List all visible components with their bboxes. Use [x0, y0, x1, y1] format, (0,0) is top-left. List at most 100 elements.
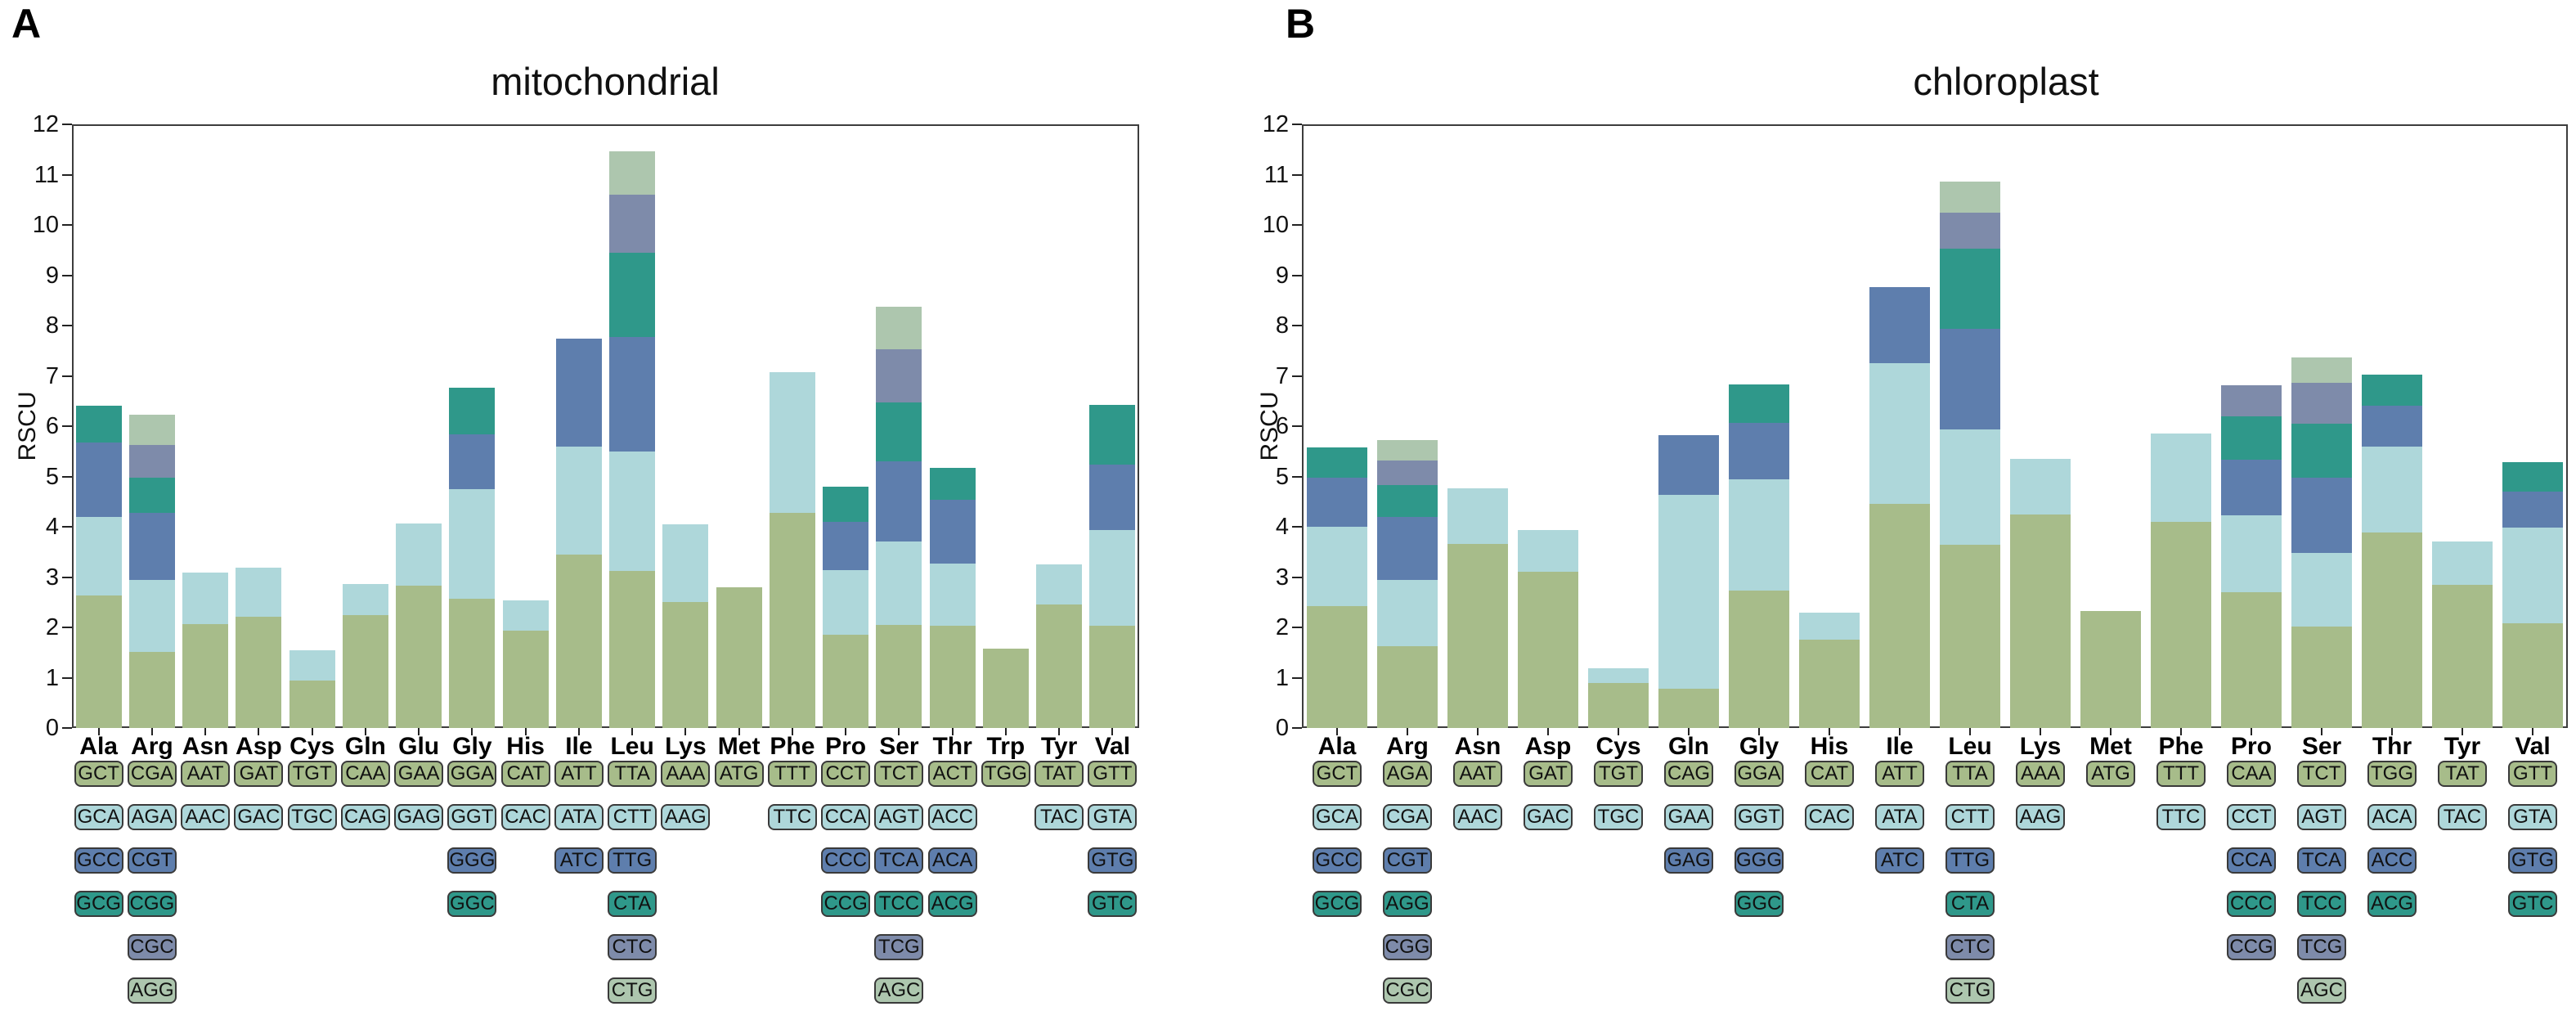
codon-chip-agg: AGG	[1383, 891, 1432, 917]
x-tick-mark	[364, 728, 366, 735]
y-tick-label: 10	[1262, 212, 1289, 238]
y-tick-label: 8	[45, 312, 59, 339]
bar-group-ser	[2291, 124, 2352, 728]
codon-chip-tct: TCT	[874, 761, 924, 787]
codon-chip-aca: ACA	[2367, 804, 2417, 830]
codon-chip-cgg: CGG	[1383, 934, 1432, 960]
x-tick-mark	[418, 728, 420, 735]
codon-chip-aga: AGA	[127, 804, 177, 830]
codon-chip-tac: TAC	[1034, 804, 1084, 830]
bar-segment-ggt	[1729, 479, 1789, 591]
bar-segment-cat	[1799, 639, 1860, 728]
bar-segment-ata	[1869, 363, 1930, 505]
y-tick-label: 5	[45, 463, 59, 490]
bar-segment-gca	[75, 516, 122, 595]
bar-group-ala	[75, 124, 122, 728]
codon-chip-ttt: TTT	[2156, 761, 2206, 787]
y-tick-label: 8	[1275, 312, 1289, 339]
codon-chip-caa: CAA	[2227, 761, 2276, 787]
codon-chip-tca: TCA	[2297, 847, 2346, 874]
bar-segment-atg	[716, 586, 762, 728]
bar-segment-tca	[876, 461, 922, 542]
bar-segment-ccg	[2221, 384, 2282, 416]
codon-chip-agc: AGC	[2297, 977, 2346, 1004]
bar-segment-ggc	[449, 388, 496, 435]
y-tick-mark	[1292, 274, 1302, 276]
codon-chip-aac: AAC	[181, 804, 231, 830]
amino-acid-label-tyr: Tyr	[2444, 733, 2481, 760]
bar-segment-cgt	[1377, 516, 1438, 580]
bar-segment-cac	[1799, 612, 1860, 640]
codon-chip-aat: AAT	[181, 761, 231, 787]
bar-segment-tca	[2291, 477, 2352, 553]
codon-chip-att: ATT	[554, 761, 604, 787]
bar-group-ile	[1869, 124, 1930, 728]
bar-segment-tac	[1036, 564, 1083, 605]
amino-acid-label-gln: Gln	[1668, 733, 1709, 760]
bar-segment-tta	[1940, 545, 2000, 728]
codon-chip-cca: CCA	[2227, 847, 2276, 874]
bar-segment-ggc	[1729, 384, 1789, 423]
codon-chip-tgt: TGT	[1594, 761, 1643, 787]
bar-segment-aga	[128, 579, 175, 652]
codon-chip-ccg: CCG	[2227, 934, 2276, 960]
bar-segment-cca	[823, 569, 869, 635]
codon-chip-tgg: TGG	[981, 761, 1030, 787]
codon-chip-aag: AAG	[661, 804, 711, 830]
bar-segment-aca	[2362, 446, 2422, 533]
amino-acid-label-gly: Gly	[452, 733, 492, 760]
amino-acid-label-gln: Gln	[344, 733, 386, 760]
x-tick-mark	[2321, 728, 2322, 735]
codon-chip-cat: CAT	[1805, 761, 1854, 787]
bar-group-ala	[1307, 124, 1367, 728]
bar-segment-ttc	[769, 371, 815, 513]
y-tick-label: 1	[1275, 664, 1289, 691]
bar-segment-aac	[182, 572, 229, 625]
bar-segment-cag	[342, 583, 388, 615]
codon-chip-tct: TCT	[2297, 761, 2346, 787]
bar-group-lys	[2010, 124, 2071, 728]
panel-a-title: mitochondrial	[491, 60, 720, 103]
bar-segment-caa	[342, 614, 388, 728]
codon-chip-cct: CCT	[821, 761, 871, 787]
bar-group-gln	[1658, 124, 1719, 728]
x-tick-mark	[258, 728, 260, 735]
bar-group-pro	[823, 124, 869, 728]
codon-chip-gag: GAG	[1664, 847, 1713, 874]
codon-chip-gcc: GCC	[1313, 847, 1362, 874]
bar-segment-cag	[1658, 689, 1719, 728]
codon-chip-tcc: TCC	[2297, 891, 2346, 917]
codon-chip-gta: GTA	[2508, 804, 2557, 830]
codon-chip-gga: GGA	[447, 761, 497, 787]
bar-segment-agt	[2291, 553, 2352, 627]
amino-acid-label-phe: Phe	[770, 733, 815, 760]
amino-acid-label-met: Met	[2089, 733, 2132, 760]
bar-group-glu	[396, 124, 442, 728]
codon-chip-tcc: TCC	[874, 891, 924, 917]
bar-segment-aag	[662, 523, 709, 603]
bar-segment-gcc	[75, 443, 122, 517]
codon-chip-act: ACT	[927, 761, 977, 787]
bar-segment-atg	[2080, 611, 2141, 728]
codon-chip-atc: ATC	[1875, 847, 1924, 874]
bar-segment-tgc	[289, 649, 335, 681]
amino-acid-label-leu: Leu	[610, 733, 654, 760]
codon-chip-tcg: TCG	[2297, 934, 2346, 960]
bar-segment-tcg	[876, 348, 922, 403]
codon-chip-aaa: AAA	[661, 761, 711, 787]
codon-chip-cac: CAC	[500, 804, 550, 830]
bar-segment-gct	[1307, 605, 1367, 728]
bar-group-val	[2502, 124, 2563, 728]
bar-group-gln	[342, 124, 388, 728]
bar-group-his	[502, 124, 549, 728]
codon-chip-tgt: TGT	[287, 761, 337, 787]
amino-acid-label-trp: Trp	[986, 733, 1025, 760]
y-tick-label: 9	[45, 262, 59, 289]
codon-chip-acc: ACC	[2367, 847, 2417, 874]
bar-segment-cgg	[128, 477, 175, 514]
panel-b-title: chloroplast	[1913, 60, 2099, 103]
bar-segment-ctt	[609, 451, 656, 571]
x-tick-mark	[577, 728, 580, 735]
bar-segment-cac	[502, 600, 549, 631]
x-tick-mark	[1758, 728, 1760, 735]
